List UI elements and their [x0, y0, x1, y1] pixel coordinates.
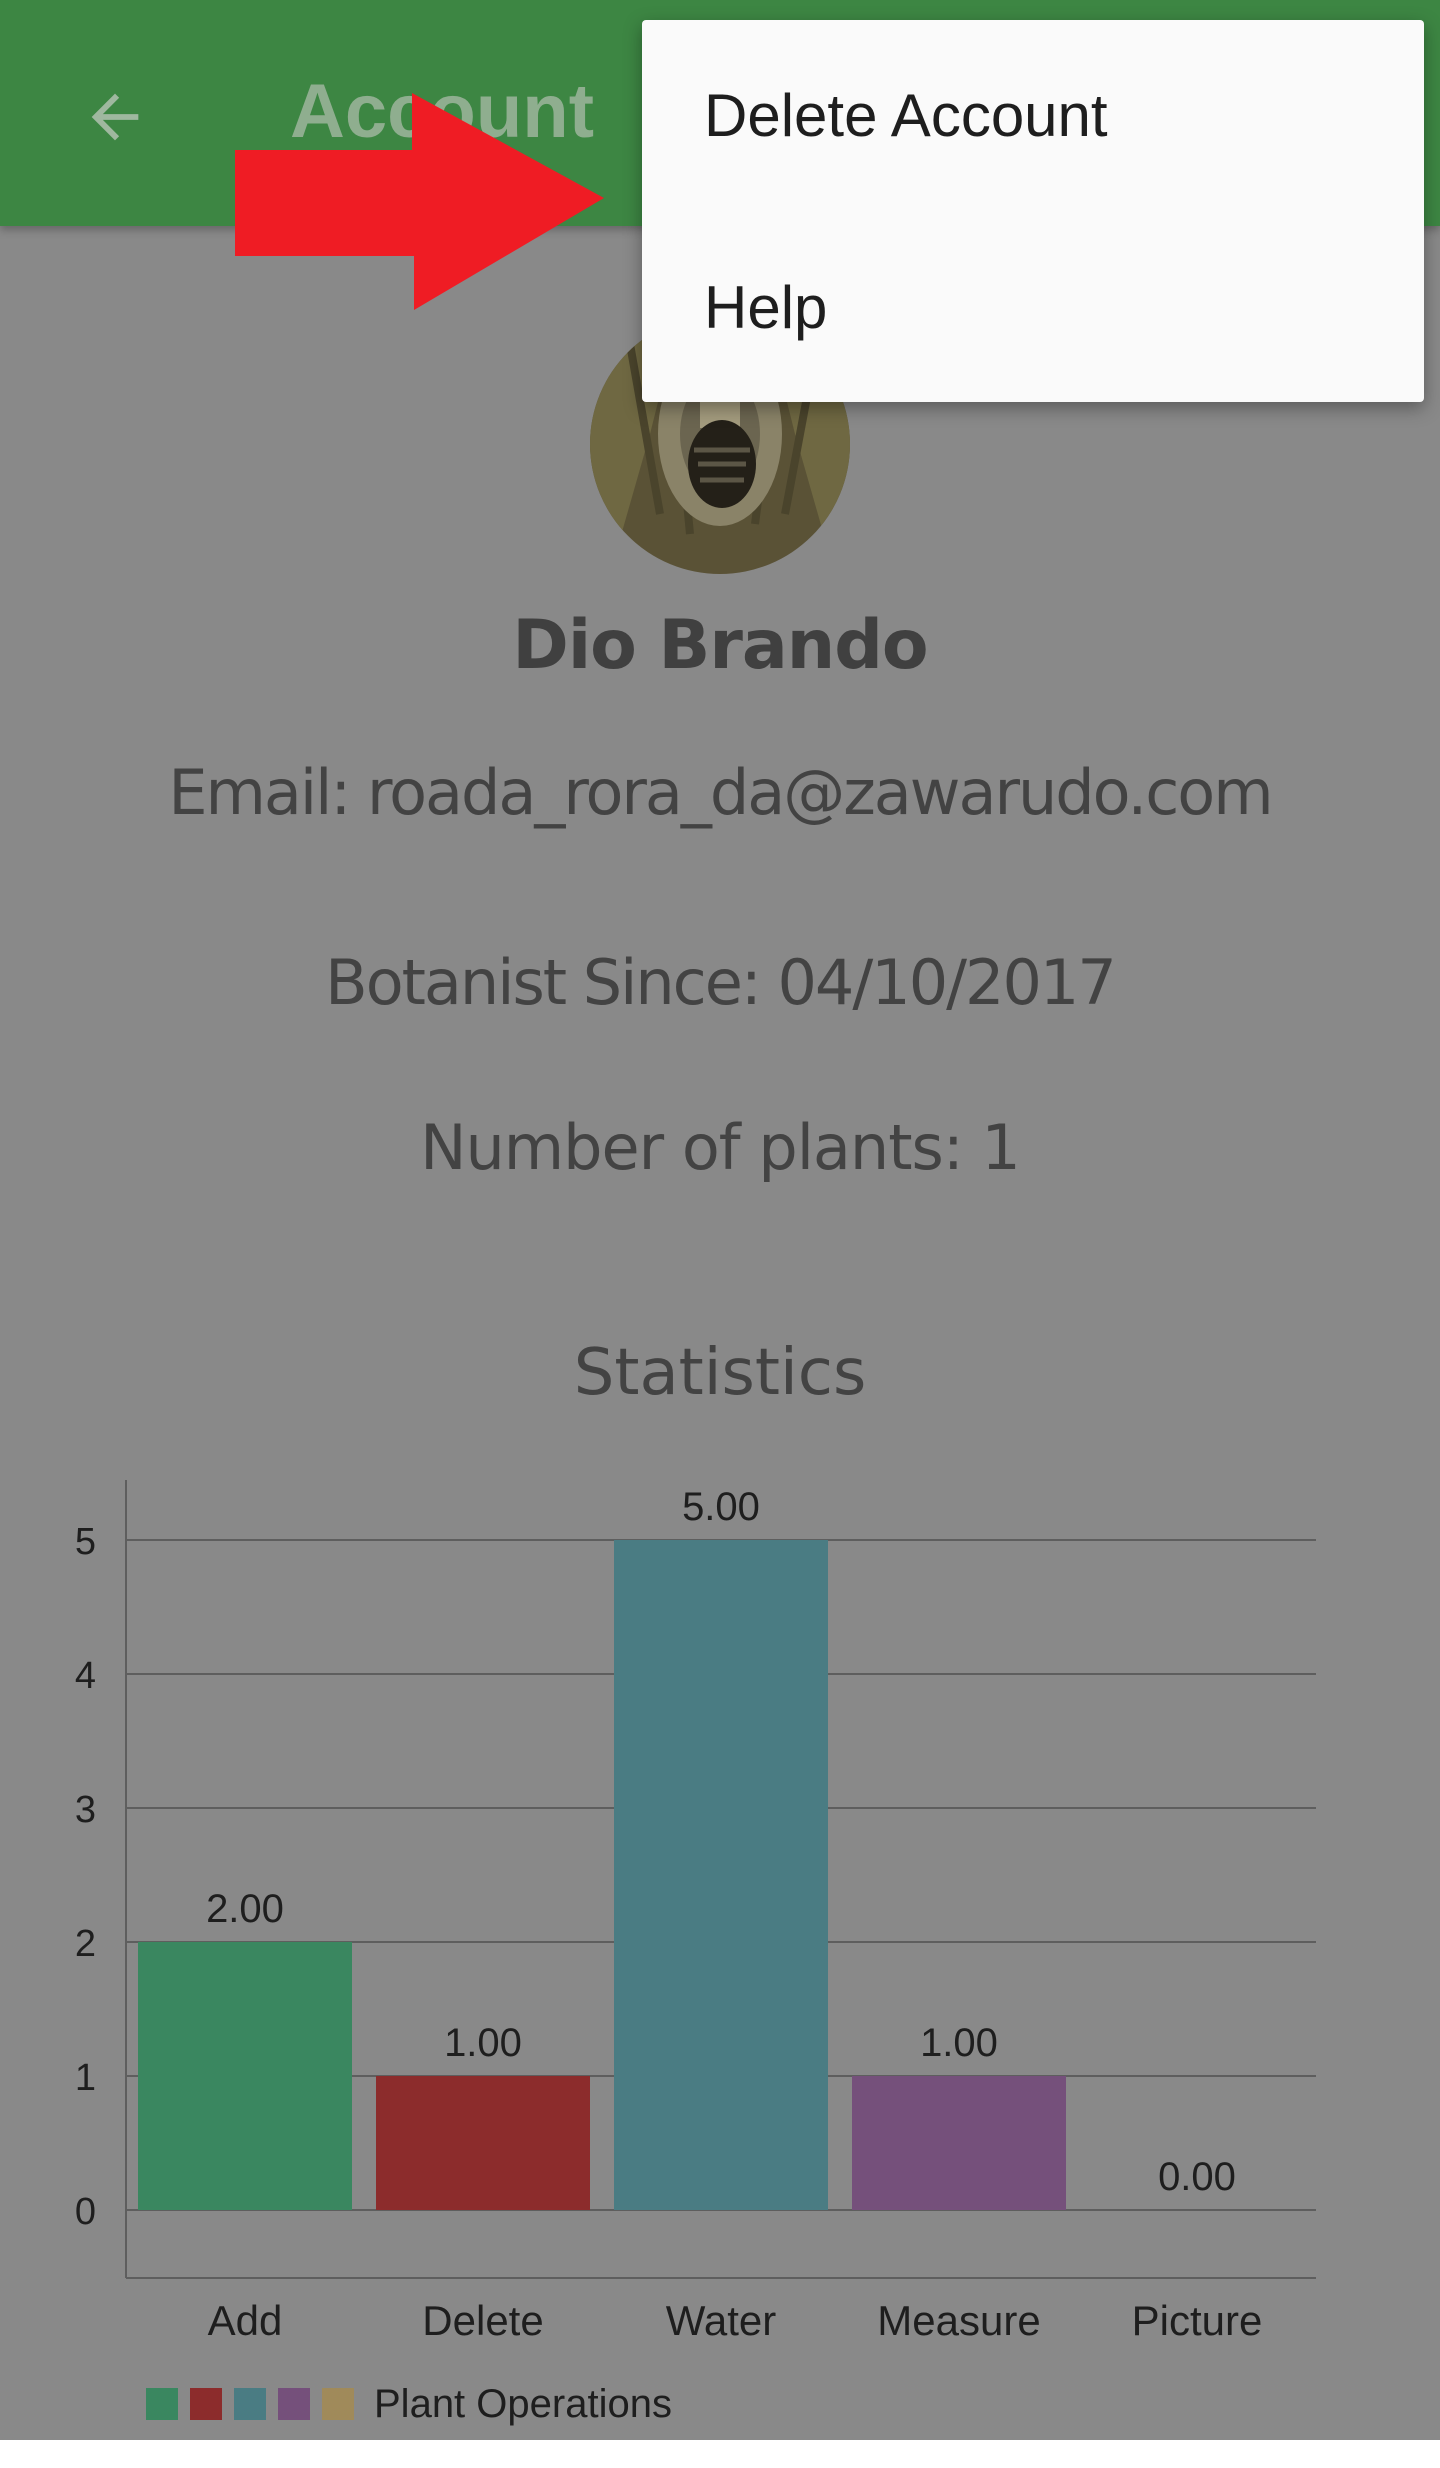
legend-swatch	[234, 2388, 266, 2420]
user-name: Dio Brando	[512, 606, 928, 685]
bar-measure	[852, 2076, 1066, 2210]
legend-swatch	[146, 2388, 178, 2420]
legend-swatch	[278, 2388, 310, 2420]
legend-swatch	[322, 2388, 354, 2420]
y-tick-label: 2	[75, 1923, 96, 1965]
x-tick-label: Water	[666, 2297, 776, 2344]
bar-value-label: 1.00	[920, 2021, 998, 2065]
menu-item-delete-account[interactable]: Delete Account	[704, 81, 1108, 149]
menu-item-help[interactable]: Help	[704, 273, 828, 341]
y-tick-label: 3	[75, 1789, 96, 1831]
bar-delete	[376, 2076, 590, 2210]
overflow-menu: Delete Account Help	[642, 20, 1424, 402]
statistics-chart: 0 1 2 3 4 5 2.00 Add 1.00 Delete 5.00 Water 1.00 Meas…	[75, 1480, 1316, 2426]
bar-value-label: 1.00	[444, 2021, 522, 2065]
user-email: Email: roada_rora_da@zawarudo.com	[168, 756, 1273, 829]
back-button[interactable]	[60, 72, 170, 162]
bar-value-label: 5.00	[682, 1485, 760, 1529]
plant-count: Number of plants: 1	[420, 1111, 1021, 1184]
bar-value-label: 2.00	[206, 1887, 284, 1931]
bar-value-label: 0.00	[1158, 2155, 1236, 2199]
statistics-title: Statistics	[573, 1336, 867, 1410]
legend-swatch	[190, 2388, 222, 2420]
botanist-since: Botanist Since: 04/10/2017	[325, 946, 1117, 1019]
y-tick-label: 1	[75, 2057, 96, 2099]
red-arrow-annotation	[235, 93, 604, 310]
x-tick-label: Measure	[877, 2297, 1040, 2344]
avatar-image	[590, 314, 850, 574]
x-tick-label: Delete	[422, 2297, 543, 2344]
bar-add	[138, 1942, 352, 2210]
arrow-left-icon	[91, 93, 139, 141]
bar-water	[614, 1540, 828, 2210]
avatar	[590, 314, 850, 574]
legend-label: Plant Operations	[374, 2382, 672, 2426]
y-tick-label: 0	[75, 2191, 96, 2233]
y-tick-label: 4	[75, 1655, 96, 1697]
x-tick-label: Picture	[1132, 2297, 1263, 2344]
y-tick-label: 5	[75, 1521, 96, 1563]
x-tick-label: Add	[208, 2297, 283, 2344]
